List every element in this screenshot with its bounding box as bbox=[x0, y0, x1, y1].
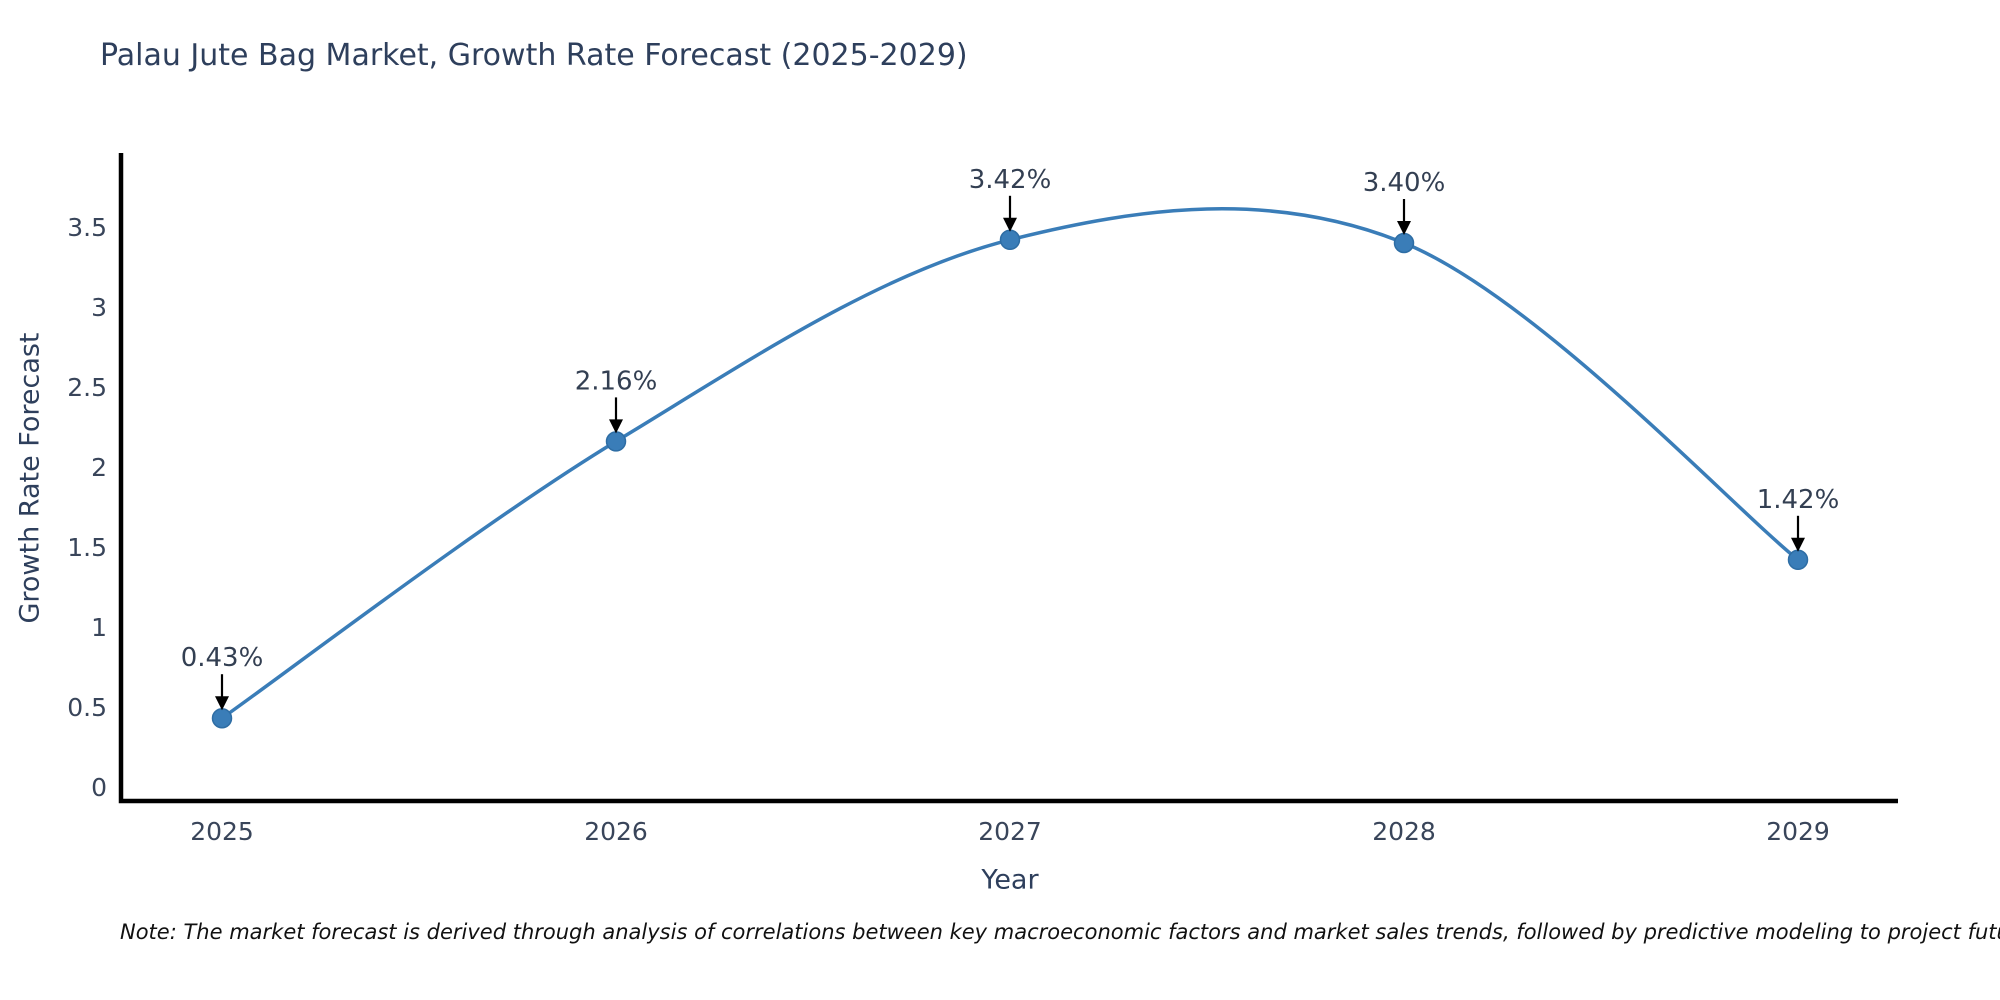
y-tick-label: 3 bbox=[91, 293, 107, 322]
y-axis-title: Growth Rate Forecast bbox=[14, 332, 46, 624]
data-point-marker-2027 bbox=[999, 229, 1021, 251]
y-tick-label: 2 bbox=[91, 453, 107, 482]
forecast-line bbox=[220, 207, 1800, 720]
data-point-marker-2029 bbox=[1787, 549, 1809, 571]
axis-spines bbox=[118, 153, 1898, 804]
annotation-label-2025: 0.43% bbox=[181, 643, 264, 673]
chart-title: Palau Jute Bag Market, Growth Rate Forec… bbox=[100, 38, 968, 73]
x-tick-label: 2028 bbox=[1372, 817, 1436, 846]
footnote: Note: The market forecast is derived thr… bbox=[120, 920, 2000, 944]
x-tick-label: 2026 bbox=[584, 817, 648, 846]
x-tick-label: 2027 bbox=[978, 817, 1042, 846]
x-tick-label: 2029 bbox=[1766, 817, 1830, 846]
y-tick-label: 2.5 bbox=[67, 373, 107, 402]
annotation-arrow-head bbox=[1791, 537, 1805, 552]
data-point-marker-2026 bbox=[605, 431, 627, 452]
y-tick-label: 0 bbox=[91, 773, 107, 802]
annotation-label-2028: 3.40% bbox=[1363, 168, 1446, 198]
x-axis-title: Year bbox=[981, 864, 1039, 896]
annotation-arrow-head bbox=[1003, 217, 1017, 232]
annotation-label-2027: 3.42% bbox=[969, 165, 1052, 195]
y-tick-label: 1 bbox=[91, 613, 107, 642]
x-tick-label: 2025 bbox=[190, 817, 254, 846]
data-point-marker-2028 bbox=[1393, 232, 1415, 254]
annotation-arrow-head bbox=[215, 696, 229, 711]
annotation-arrow-head bbox=[609, 419, 623, 434]
annotation-arrow-head bbox=[1397, 221, 1411, 235]
y-tick-label: 0.5 bbox=[67, 693, 107, 722]
annotation-label-2026: 2.16% bbox=[575, 366, 658, 396]
y-tick-label: 3.5 bbox=[67, 213, 107, 242]
y-tick-label: 1.5 bbox=[67, 533, 107, 562]
annotation-label-2029: 1.42% bbox=[1757, 485, 1840, 515]
data-point-marker-2025 bbox=[211, 707, 233, 729]
